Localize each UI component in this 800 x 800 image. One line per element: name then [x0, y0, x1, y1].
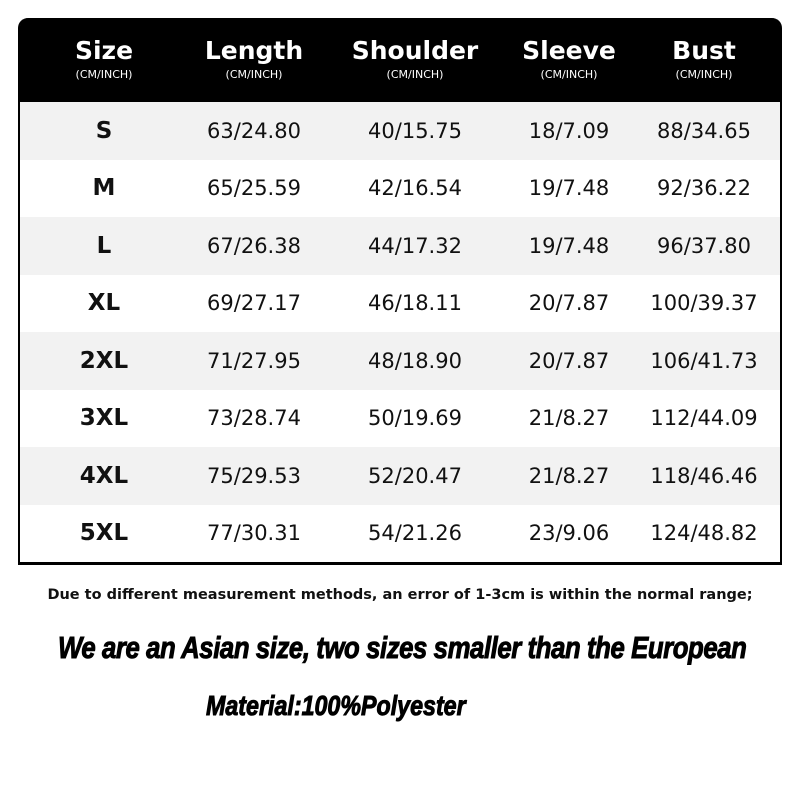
column-unit: (CM/INCH)	[75, 68, 133, 81]
size-chart-table: Size (CM/INCH) Length (CM/INCH) Shoulder (CM/…	[18, 18, 782, 565]
measurement-cell: 75/29.53	[207, 463, 301, 488]
column-title: Shoulder	[351, 36, 479, 65]
measurement-note: Due to different measurement methods, an…	[47, 587, 753, 603]
measurement-cell: 46/18.11	[368, 291, 462, 316]
size-label: 3XL	[79, 405, 129, 432]
size-label: XL	[87, 290, 121, 317]
measurement-cell: 20/7.87	[528, 291, 610, 316]
column-title: Size	[74, 36, 134, 65]
measurement-cell: 19/7.48	[528, 176, 610, 201]
measurement-cell: 20/7.87	[528, 348, 610, 373]
table-row: 4XL 75/29.53 52/20.47 21/8.27 118/46.46	[20, 447, 780, 505]
column-header-bust: Bust (CM/INCH)	[628, 18, 780, 102]
column-unit: (CM/INCH)	[225, 68, 283, 81]
column-title: Sleeve	[522, 36, 616, 65]
column-unit: (CM/INCH)	[540, 68, 598, 81]
measurement-cell: 118/46.46	[650, 463, 758, 488]
table-row: 2XL 71/27.95 48/18.90 20/7.87 106/41.73	[20, 332, 780, 390]
measurement-cell: 92/36.22	[657, 176, 751, 201]
measurement-cell: 50/19.69	[368, 406, 462, 431]
table-body: S 63/24.80 40/15.75 18/7.09 88/34.65 M 65/25.5…	[20, 102, 780, 562]
column-header-shoulder: Shoulder (CM/INCH)	[320, 18, 510, 102]
asian-size-notice: We are an Asian size, two sizes smaller …	[58, 630, 748, 666]
size-label: 5XL	[79, 520, 129, 547]
column-title: Length	[204, 36, 304, 65]
table-row: L 67/26.38 44/17.32 19/7.48 96/37.80	[20, 217, 780, 275]
column-header-sleeve: Sleeve (CM/INCH)	[510, 18, 628, 102]
measurement-cell: 112/44.09	[650, 406, 758, 431]
size-label: M	[92, 175, 116, 202]
size-label: 2XL	[79, 347, 129, 374]
table-row: 3XL 73/28.74 50/19.69 21/8.27 112/44.09	[20, 390, 780, 448]
column-unit: (CM/INCH)	[675, 68, 733, 81]
measurement-cell: 71/27.95	[207, 348, 301, 373]
measurement-cell: 77/30.31	[207, 521, 301, 546]
column-header-size: Size (CM/INCH)	[20, 18, 188, 102]
measurement-cell: 69/27.17	[207, 291, 301, 316]
table-row: 5XL 77/30.31 54/21.26 23/9.06 124/48.82	[20, 505, 780, 563]
measurement-cell: 19/7.48	[528, 233, 610, 258]
table-header: Size (CM/INCH) Length (CM/INCH) Shoulder (CM/…	[20, 18, 780, 102]
size-label: L	[96, 232, 112, 259]
material-info: Material:100%Polyester	[206, 690, 466, 722]
measurement-cell: 100/39.37	[650, 291, 758, 316]
table-row: S 63/24.80 40/15.75 18/7.09 88/34.65	[20, 102, 780, 160]
measurement-cell: 18/7.09	[528, 118, 610, 143]
measurement-cell: 106/41.73	[650, 348, 758, 373]
column-title: Bust	[672, 36, 736, 65]
measurement-cell: 65/25.59	[207, 176, 301, 201]
measurement-cell: 40/15.75	[368, 118, 462, 143]
size-label: 4XL	[79, 462, 129, 489]
measurement-cell: 96/37.80	[657, 233, 751, 258]
column-unit: (CM/INCH)	[386, 68, 444, 81]
measurement-cell: 21/8.27	[528, 406, 610, 431]
column-header-length: Length (CM/INCH)	[188, 18, 320, 102]
measurement-cell: 52/20.47	[368, 463, 462, 488]
table-row: M 65/25.59 42/16.54 19/7.48 92/36.22	[20, 160, 780, 218]
measurement-cell: 48/18.90	[368, 348, 462, 373]
measurement-cell: 67/26.38	[207, 233, 301, 258]
measurement-cell: 42/16.54	[368, 176, 462, 201]
measurement-cell: 63/24.80	[207, 118, 301, 143]
size-label: S	[95, 117, 113, 144]
measurement-cell: 44/17.32	[368, 233, 462, 258]
measurement-cell: 124/48.82	[650, 521, 758, 546]
measurement-cell: 54/21.26	[368, 521, 462, 546]
table-row: XL 69/27.17 46/18.11 20/7.87 100/39.37	[20, 275, 780, 333]
measurement-cell: 88/34.65	[657, 118, 751, 143]
measurement-cell: 73/28.74	[207, 406, 301, 431]
measurement-cell: 23/9.06	[528, 521, 610, 546]
measurement-cell: 21/8.27	[528, 463, 610, 488]
